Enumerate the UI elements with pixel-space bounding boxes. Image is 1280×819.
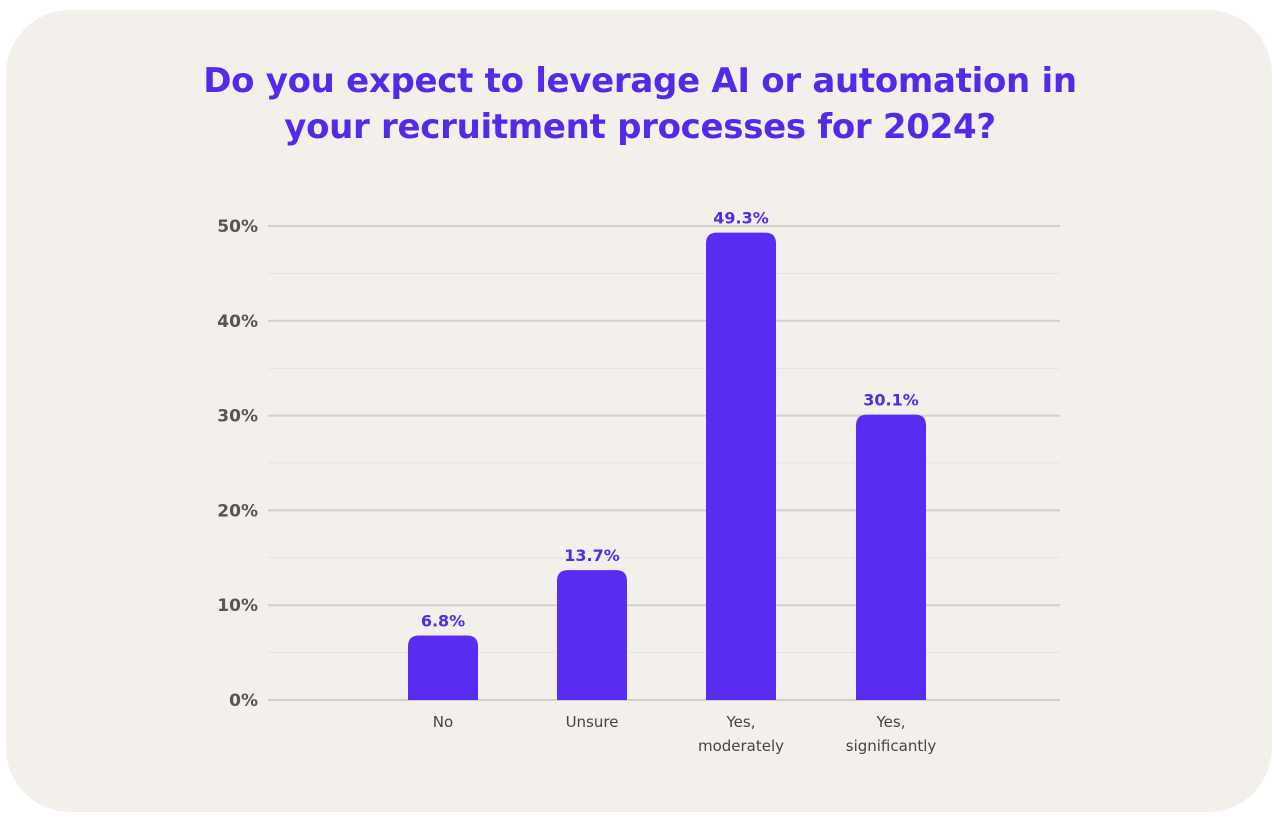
data-label: 6.8% [421,612,465,631]
chart-title-line-1: Do you expect to leverage AI or automati… [203,61,1077,101]
y-tick-label: 10% [217,596,258,616]
bar [706,232,776,701]
y-tick-label: 30% [217,407,258,427]
grid-lines [268,225,1060,701]
data-label: 30.1% [863,391,919,410]
data-labels: 6.8% 13.7% 49.3% 30.1% [421,209,919,631]
data-label: 49.3% [713,209,769,228]
category-label: Unsure [566,713,619,731]
y-tick-label: 0% [229,691,258,711]
bars [408,232,926,701]
category-label: significantly [846,737,937,755]
category-label: Yes, [726,713,756,731]
x-axis-category-labels: No Unsure Yes, moderately Yes, significantly [433,713,937,755]
chart-title: Do you expect to leverage AI or automati… [0,58,1280,150]
y-tick-label: 50% [217,217,258,237]
bar [557,570,627,700]
y-tick-label: 20% [217,501,258,521]
data-label: 13.7% [564,546,620,565]
y-tick-label: 40% [217,312,258,332]
chart-title-line-2: your recruitment processes for 2024? [284,107,996,147]
y-axis-tick-labels: 0% 10% 20% 30% 40% 50% [217,217,258,711]
category-label: moderately [698,737,784,755]
chart-card [6,10,1272,812]
category-label: No [433,713,453,731]
bar [856,414,926,700]
category-label: Yes, [876,713,906,731]
bar [408,635,478,700]
